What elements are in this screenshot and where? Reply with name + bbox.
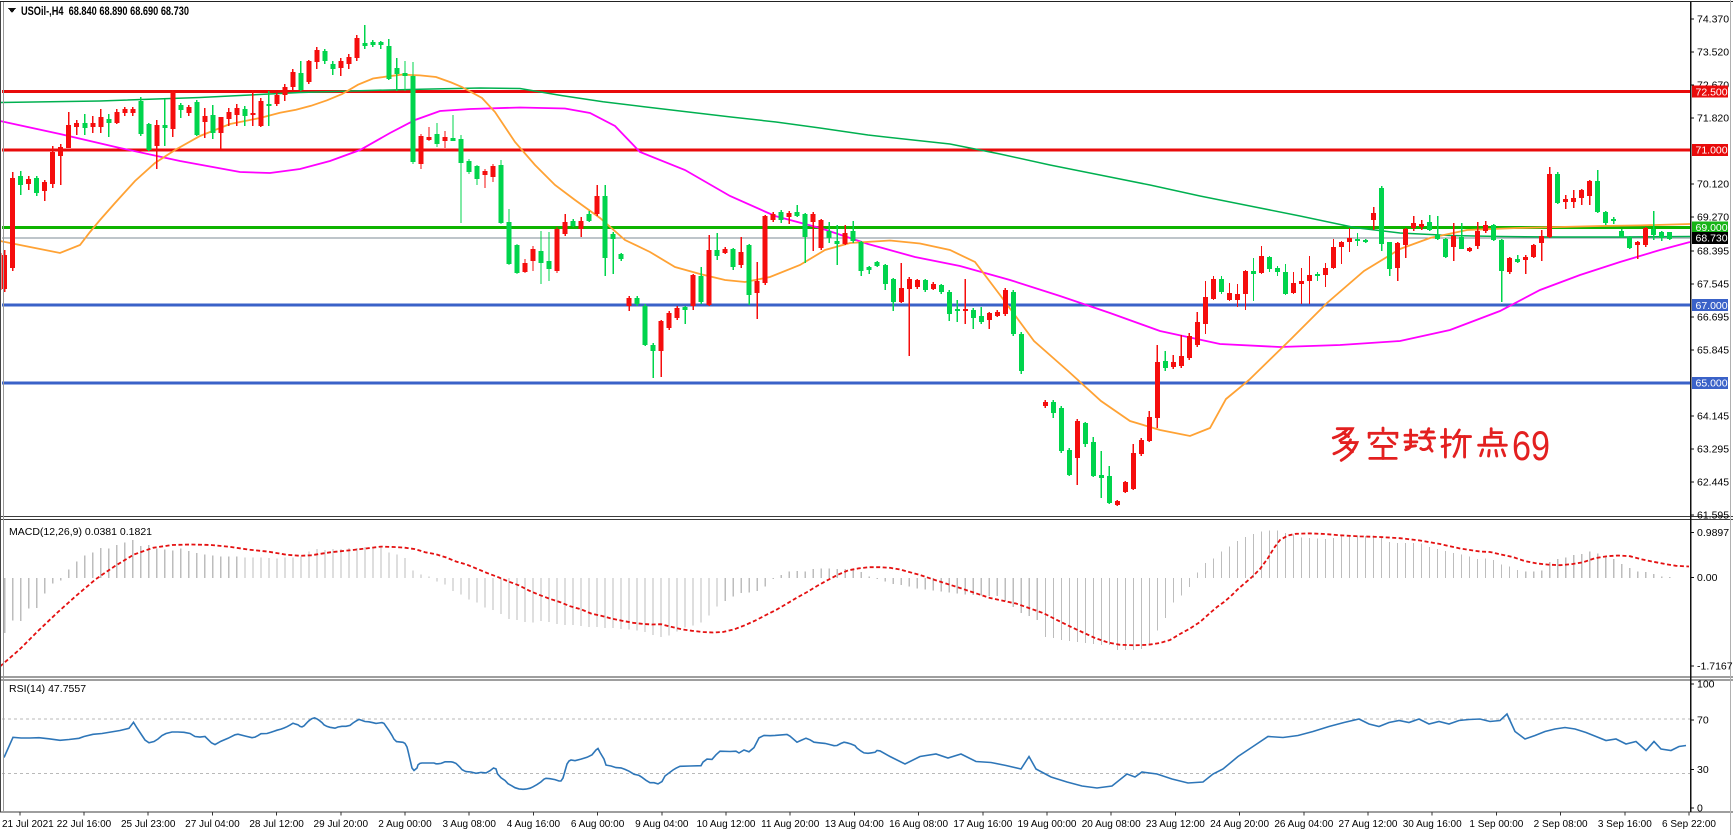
svg-text:30 Aug 16:00: 30 Aug 16:00 <box>1403 819 1462 830</box>
svg-text:22 Jul 16:00: 22 Jul 16:00 <box>57 819 112 830</box>
svg-text:24 Aug 20:00: 24 Aug 20:00 <box>1210 819 1269 830</box>
svg-text:10 Aug 12:00: 10 Aug 12:00 <box>697 819 756 830</box>
svg-text:6 Sep 22:00: 6 Sep 22:00 <box>1662 819 1716 830</box>
svg-text:MACD(12,26,9) 0.0381 0.1821: MACD(12,26,9) 0.0381 0.1821 <box>9 526 152 538</box>
svg-text:69.000: 69.000 <box>1696 222 1728 234</box>
svg-text:67.000: 67.000 <box>1696 300 1728 312</box>
svg-text:68.395: 68.395 <box>1697 246 1729 258</box>
svg-text:69: 69 <box>1512 422 1550 469</box>
svg-text:13 Aug 04:00: 13 Aug 04:00 <box>825 819 884 830</box>
svg-text:19 Aug 00:00: 19 Aug 00:00 <box>1018 819 1077 830</box>
svg-text:23 Aug 12:00: 23 Aug 12:00 <box>1146 819 1205 830</box>
svg-text:67.545: 67.545 <box>1697 279 1729 291</box>
svg-text:71.820: 71.820 <box>1697 113 1729 125</box>
svg-text:9 Aug 04:00: 9 Aug 04:00 <box>635 819 689 830</box>
svg-text:74.370: 74.370 <box>1697 14 1729 26</box>
svg-text:3 Sep 16:00: 3 Sep 16:00 <box>1598 819 1652 830</box>
svg-text:RSI(14) 47.7557: RSI(14) 47.7557 <box>9 683 86 695</box>
svg-text:73.520: 73.520 <box>1697 47 1729 59</box>
svg-text:68.730: 68.730 <box>1696 233 1728 245</box>
svg-text:4 Aug 16:00: 4 Aug 16:00 <box>507 819 561 830</box>
svg-text:2 Aug 00:00: 2 Aug 00:00 <box>378 819 432 830</box>
svg-text:3 Aug 08:00: 3 Aug 08:00 <box>443 819 497 830</box>
svg-text:62.445: 62.445 <box>1697 477 1729 489</box>
svg-text:66.695: 66.695 <box>1697 312 1729 324</box>
svg-text:70.120: 70.120 <box>1697 179 1729 191</box>
svg-text:2 Sep 08:00: 2 Sep 08:00 <box>1534 819 1588 830</box>
svg-text:61.595: 61.595 <box>1697 510 1729 522</box>
svg-text:11 Aug 20:00: 11 Aug 20:00 <box>761 819 820 830</box>
svg-text:0.00: 0.00 <box>1697 572 1718 584</box>
svg-text:USOil-,H4 68.840 68.890 68.69: USOil-,H4 68.840 68.890 68.690 68.730 <box>21 6 189 18</box>
svg-text:65.845: 65.845 <box>1697 345 1729 357</box>
svg-text:28 Jul 12:00: 28 Jul 12:00 <box>249 819 304 830</box>
svg-text:20 Aug 08:00: 20 Aug 08:00 <box>1082 819 1141 830</box>
svg-text:6 Aug 00:00: 6 Aug 00:00 <box>571 819 625 830</box>
svg-text:27 Jul 04:00: 27 Jul 04:00 <box>185 819 240 830</box>
svg-text:69.270: 69.270 <box>1697 212 1729 224</box>
svg-text:64.145: 64.145 <box>1697 411 1729 423</box>
svg-text:65.000: 65.000 <box>1696 378 1728 390</box>
svg-text:0: 0 <box>1697 803 1703 815</box>
svg-text:72.500: 72.500 <box>1696 86 1728 98</box>
svg-text:70: 70 <box>1697 715 1709 727</box>
svg-text:17 Aug 16:00: 17 Aug 16:00 <box>953 819 1012 830</box>
svg-text:100: 100 <box>1697 679 1715 691</box>
svg-text:30: 30 <box>1697 764 1709 776</box>
svg-text:16 Aug 08:00: 16 Aug 08:00 <box>889 819 948 830</box>
svg-text:1 Sep 00:00: 1 Sep 00:00 <box>1469 819 1523 830</box>
svg-text:21 Jul 2021: 21 Jul 2021 <box>2 819 54 830</box>
svg-text:0.9897: 0.9897 <box>1697 527 1729 539</box>
svg-text:29 Jul 20:00: 29 Jul 20:00 <box>314 819 369 830</box>
svg-text:25 Jul 23:00: 25 Jul 23:00 <box>121 819 176 830</box>
svg-text:27 Aug 12:00: 27 Aug 12:00 <box>1339 819 1398 830</box>
svg-text:-1.7167: -1.7167 <box>1697 661 1733 673</box>
svg-text:26 Aug 04:00: 26 Aug 04:00 <box>1274 819 1333 830</box>
svg-text:63.295: 63.295 <box>1697 444 1729 456</box>
svg-text:71.000: 71.000 <box>1696 145 1728 157</box>
